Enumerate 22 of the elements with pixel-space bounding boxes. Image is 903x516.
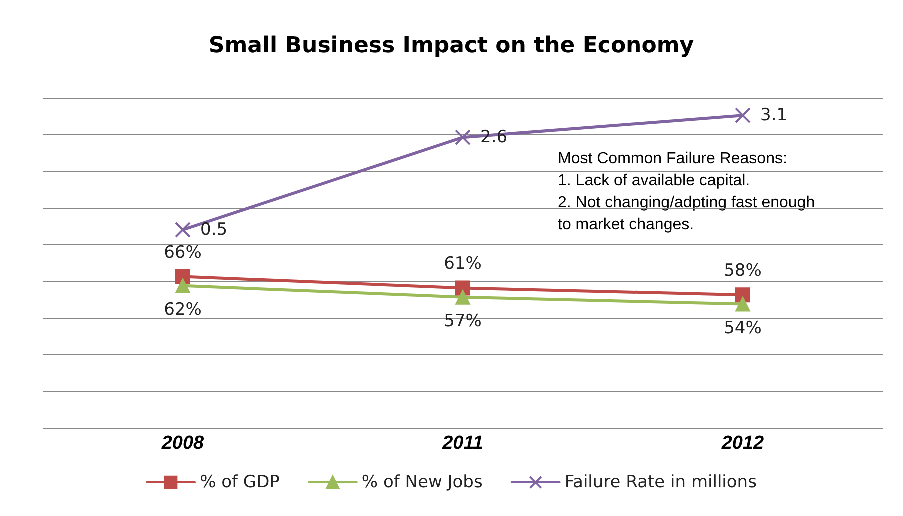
point (736, 288, 750, 303)
x-tick-label: 2008 (160, 433, 205, 454)
point (456, 290, 470, 305)
data-label: 66% (164, 242, 202, 263)
point (176, 269, 190, 284)
chart-title: Small Business Impact on the Economy (208, 34, 694, 58)
x-tick-label: 2012 (720, 433, 765, 454)
legend-label: Failure Rate in millions (564, 472, 758, 492)
point (176, 278, 190, 294)
data-label: 57% (444, 311, 482, 332)
data-label: 0.5 (200, 220, 228, 240)
legend-label: % of New Jobs (362, 472, 483, 492)
data-label: 58% (724, 261, 762, 282)
point (736, 296, 750, 312)
data-label: 61% (444, 254, 482, 274)
point (456, 280, 470, 296)
data-label: 62% (164, 300, 202, 320)
data-label: 3.1 (760, 106, 788, 126)
data-label: 54% (724, 318, 762, 338)
x-tick-label: 2011 (442, 433, 484, 454)
legend-label: % of GDP (200, 472, 280, 492)
annotation: Most Common Failure Reasons: 1. Lack of available capital. 2. Not changing/adpting fast enough to market changes. (558, 150, 816, 234)
